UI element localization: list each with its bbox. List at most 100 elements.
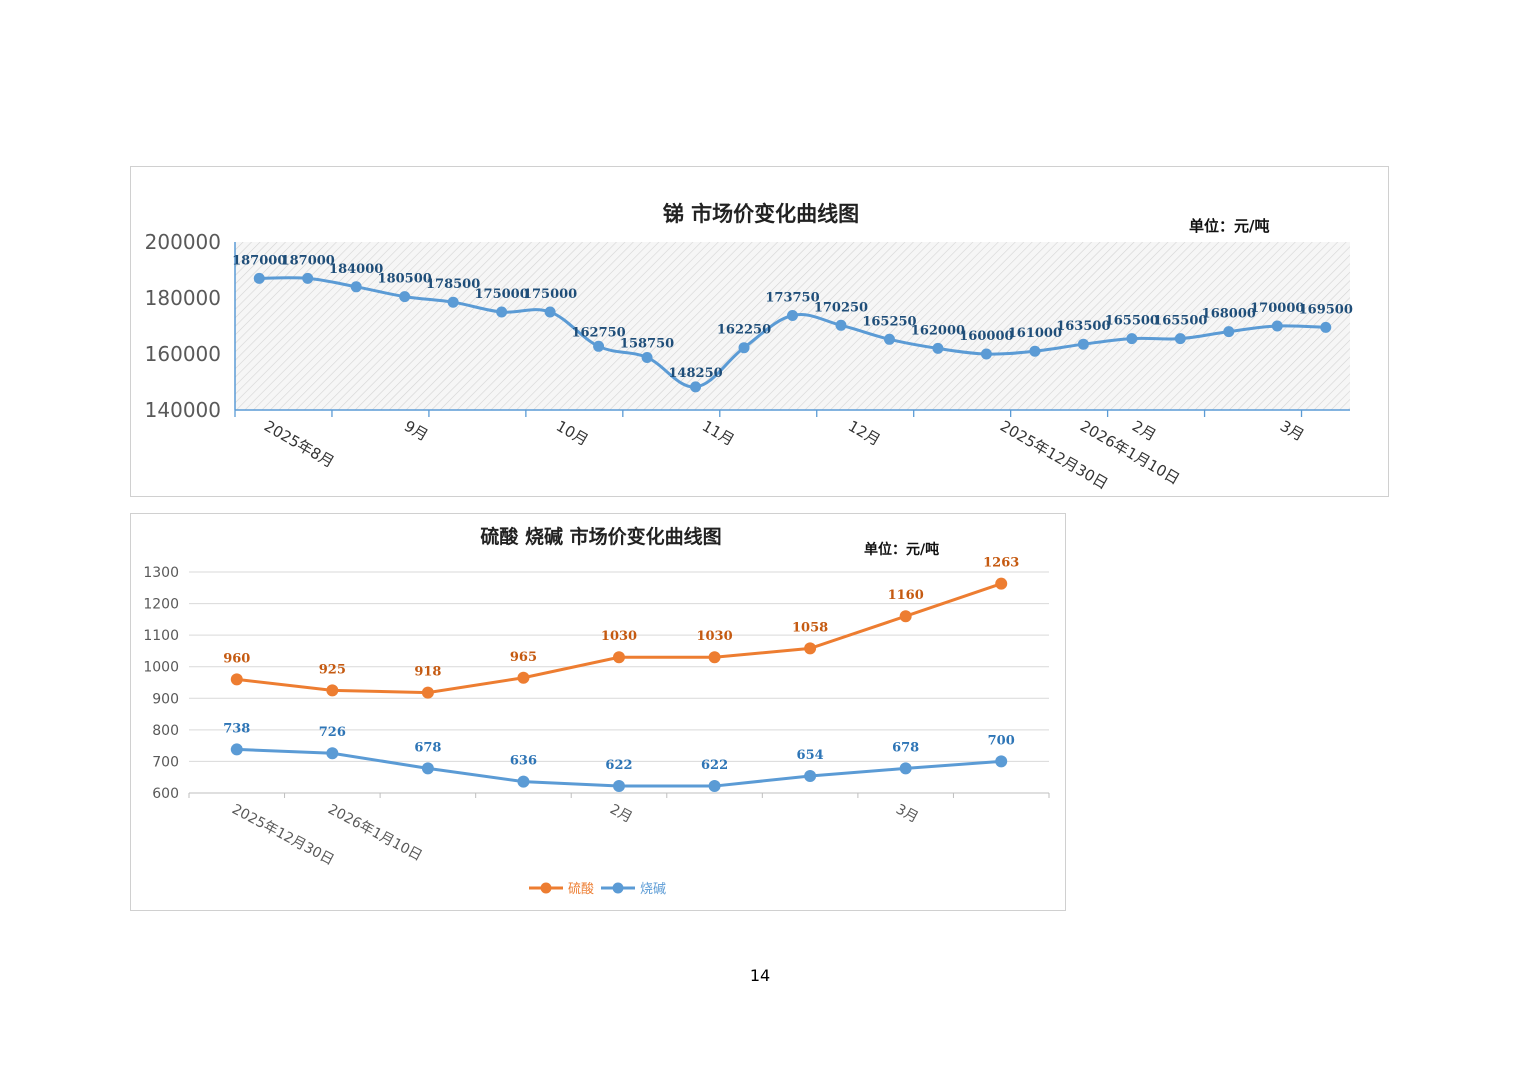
data-label: 678 bbox=[414, 740, 441, 755]
data-point bbox=[350, 281, 362, 293]
data-label: 1030 bbox=[601, 629, 637, 644]
y-tick-label: 800 bbox=[152, 723, 179, 739]
data-label: 622 bbox=[701, 758, 728, 773]
data-label: 925 bbox=[319, 662, 346, 677]
y-tick-label: 600 bbox=[152, 786, 179, 802]
plot-area-background bbox=[235, 242, 1350, 410]
data-label: 636 bbox=[510, 754, 537, 769]
data-point bbox=[593, 340, 605, 352]
x-tick-label: 3月 bbox=[893, 801, 921, 826]
data-label: 187000 bbox=[232, 253, 286, 268]
data-label: 162250 bbox=[717, 323, 771, 338]
data-label: 622 bbox=[605, 758, 632, 773]
y-tick-label: 1100 bbox=[143, 628, 179, 644]
data-point bbox=[804, 642, 817, 655]
x-tick-label: 2025年12月30日 bbox=[229, 801, 337, 868]
antimony-chart-panel: 140000 160000 180000 200000 2025年8月 9月 10月 11月 1… bbox=[130, 166, 1389, 497]
data-label: 162750 bbox=[571, 325, 625, 340]
data-label: 161000 bbox=[1008, 326, 1062, 341]
data-label: 184000 bbox=[329, 262, 383, 277]
data-point bbox=[613, 780, 625, 793]
data-label: 1160 bbox=[888, 588, 924, 603]
data-label: 175000 bbox=[474, 287, 528, 302]
data-point bbox=[421, 686, 434, 699]
y-tick-label: 200000 bbox=[145, 230, 221, 254]
x-tick-label: 3月 bbox=[1277, 417, 1307, 445]
data-label: 960 bbox=[223, 651, 250, 666]
data-point bbox=[399, 291, 411, 303]
data-point bbox=[708, 651, 721, 664]
legend-label: 烧碱 bbox=[640, 882, 666, 897]
legend-marker bbox=[612, 882, 624, 894]
x-tick-label: 11月 bbox=[699, 417, 738, 450]
data-label: 165250 bbox=[862, 314, 916, 329]
data-label: 726 bbox=[319, 725, 346, 740]
page-number: 14 bbox=[749, 966, 771, 985]
data-point bbox=[1126, 333, 1138, 345]
y-tick-label: 1300 bbox=[143, 565, 179, 581]
data-label: 654 bbox=[797, 748, 824, 763]
data-point bbox=[613, 651, 625, 664]
data-point bbox=[641, 352, 653, 363]
data-label: 163500 bbox=[1056, 319, 1110, 334]
data-point bbox=[899, 610, 912, 623]
unit-label: 单位：元/吨 bbox=[1189, 217, 1269, 235]
data-point bbox=[804, 769, 817, 782]
data-label: 965 bbox=[510, 650, 537, 665]
data-point bbox=[421, 762, 434, 775]
data-label: 918 bbox=[414, 665, 441, 680]
data-point bbox=[1029, 345, 1041, 357]
chart-title: 硫酸 烧碱 市场价变化曲线图 bbox=[480, 525, 721, 548]
data-label: 162000 bbox=[911, 323, 965, 338]
data-point bbox=[883, 333, 895, 345]
data-label: 170000 bbox=[1250, 301, 1304, 316]
x-tick-label: 2026年1月10日 bbox=[325, 801, 425, 864]
data-point bbox=[708, 780, 721, 793]
acid-alkali-price-chart: 60070080090010001100120013002025年12月30日2… bbox=[143, 525, 1050, 897]
data-point bbox=[326, 684, 339, 697]
y-tick-label: 160000 bbox=[145, 342, 221, 366]
y-tick-label: 180000 bbox=[145, 286, 221, 310]
data-label: 165500 bbox=[1105, 314, 1159, 329]
data-label: 169500 bbox=[1299, 302, 1353, 317]
unit-label: 单位：元/吨 bbox=[864, 541, 939, 558]
data-point bbox=[738, 342, 750, 354]
data-point bbox=[899, 762, 912, 775]
legend-label: 硫酸 bbox=[568, 882, 594, 897]
data-label: 1058 bbox=[792, 620, 828, 635]
data-label: 168000 bbox=[1202, 307, 1256, 322]
y-tick-label: 900 bbox=[152, 691, 179, 707]
x-tick-label: 2025年8月 bbox=[261, 417, 337, 471]
data-point bbox=[517, 775, 530, 788]
data-label: 700 bbox=[988, 733, 1015, 748]
data-point bbox=[1271, 320, 1283, 332]
y-tick-label: 1200 bbox=[143, 597, 179, 613]
x-tick-label: 2月 bbox=[1129, 417, 1159, 445]
data-label: 165500 bbox=[1153, 314, 1207, 329]
acid-alkali-chart-panel: 600 700 800 900 1000 1100 1200 1300 2025年12月30日 2… bbox=[130, 513, 1066, 911]
data-label: 160000 bbox=[959, 329, 1013, 344]
data-point bbox=[447, 296, 459, 308]
data-label: 180500 bbox=[378, 272, 432, 287]
x-tick-label: 2月 bbox=[607, 801, 635, 826]
x-tick-label: 10月 bbox=[553, 417, 592, 450]
data-point bbox=[1174, 333, 1186, 345]
y-tick-label: 140000 bbox=[145, 398, 221, 422]
data-label: 158750 bbox=[620, 337, 674, 352]
antimony-price-chart: 140000 160000 180000 200000 2025年8月 9月 10月 11月 1… bbox=[145, 202, 1353, 493]
data-label: 178500 bbox=[426, 277, 480, 292]
data-label: 1030 bbox=[696, 629, 732, 644]
data-label: 678 bbox=[892, 740, 919, 755]
data-point bbox=[544, 306, 556, 318]
data-point bbox=[787, 310, 798, 321]
data-label: 173750 bbox=[765, 291, 819, 306]
y-tick-label: 700 bbox=[152, 754, 179, 770]
data-point bbox=[932, 342, 944, 354]
data-point bbox=[980, 348, 992, 360]
data-label: 187000 bbox=[281, 253, 335, 268]
data-point bbox=[690, 381, 702, 393]
data-label: 175000 bbox=[523, 287, 577, 302]
data-point bbox=[835, 319, 847, 331]
legend-marker bbox=[540, 882, 552, 894]
data-point bbox=[230, 743, 243, 756]
